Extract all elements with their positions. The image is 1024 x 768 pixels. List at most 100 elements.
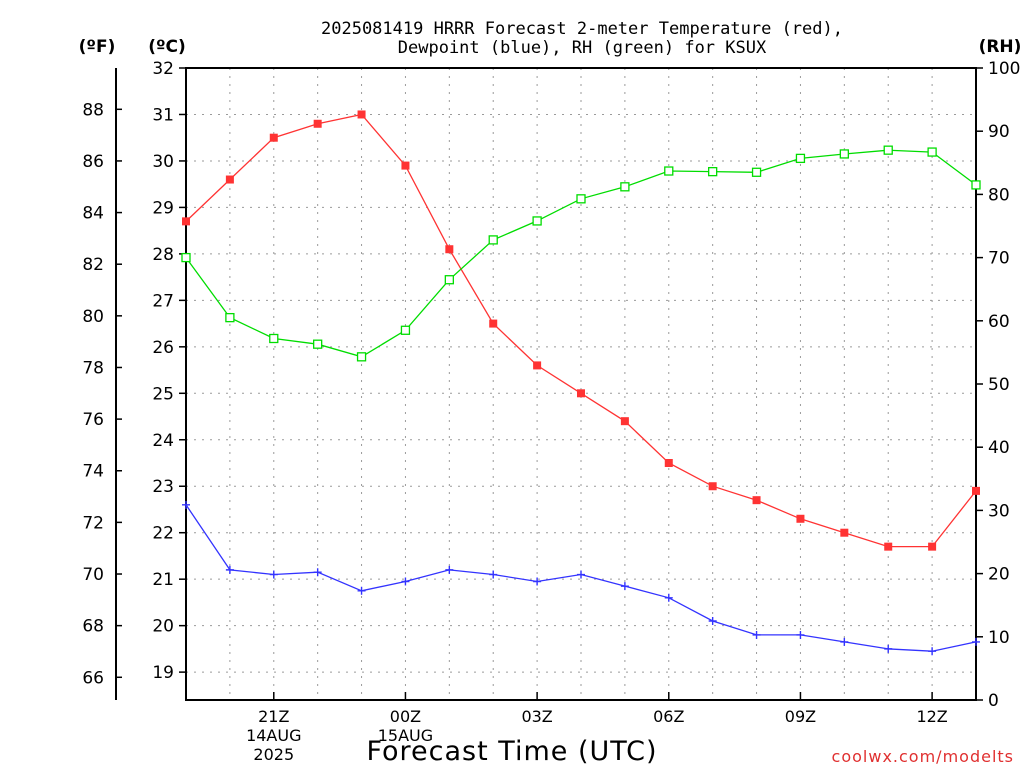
data-point: [752, 630, 761, 639]
x-axis-label: Forecast Time (UTC): [366, 736, 657, 767]
fahrenheit-tick-label: 80: [82, 307, 104, 327]
data-point: [708, 482, 717, 491]
data-point: [313, 119, 322, 128]
data-point: [972, 637, 980, 646]
data-point: [576, 194, 586, 204]
celsius-axis-unit: (ºC): [148, 37, 186, 57]
data-point: [489, 319, 498, 328]
fahrenheit-axis-unit: (ºF): [79, 37, 116, 57]
celsius-tick-label: 30: [152, 152, 174, 172]
data-point: [445, 245, 454, 254]
fahrenheit-tick-label: 78: [82, 358, 104, 378]
data-point: [972, 486, 980, 495]
data-point: [357, 110, 366, 119]
data-point: [225, 565, 234, 574]
data-point: [664, 459, 673, 467]
data-point: [620, 182, 630, 192]
data-point: [928, 542, 937, 551]
series-dewpoint: [182, 500, 980, 656]
data-point: [708, 166, 718, 177]
celsius-tick-label: 26: [152, 338, 174, 358]
data-point: [313, 339, 323, 349]
rh-tick-label: 60: [988, 312, 1010, 332]
data-point: [751, 167, 762, 177]
data-point: [313, 568, 322, 577]
data-point: [269, 333, 279, 344]
x-tick-label: 00Z 15AUG: [378, 707, 433, 745]
data-point: [928, 647, 937, 656]
data-point: [182, 500, 190, 509]
x-tick-label-line: 2025: [253, 745, 294, 764]
celsius-tick-label: 21: [152, 570, 174, 590]
data-point: [181, 252, 191, 263]
data-point: [225, 175, 234, 184]
rh-tick-label: 100: [988, 59, 1020, 79]
data-point: [182, 217, 190, 226]
celsius-tick-label: 31: [152, 105, 174, 125]
rh-tick-label: 70: [988, 249, 1010, 269]
data-point: [840, 637, 849, 646]
rh-tick-label: 90: [988, 122, 1010, 142]
rh-axis-unit: (RH): [979, 37, 1022, 57]
rh-tick-label: 10: [988, 628, 1010, 648]
fahrenheit-tick-label: 66: [82, 668, 104, 688]
celsius-tick-label: 32: [152, 59, 174, 79]
data-point: [971, 180, 981, 190]
celsius-tick-label: 23: [152, 477, 174, 497]
data-point: [445, 565, 454, 574]
grid-lines: [186, 68, 976, 700]
celsius-tick-label: 24: [152, 431, 174, 451]
series-rh: [181, 145, 981, 362]
data-point: [400, 325, 411, 335]
celsius-tick-label: 19: [152, 663, 174, 683]
data-point: [840, 528, 849, 537]
data-point: [795, 153, 806, 164]
x-tick-label: 12Z: [916, 707, 947, 726]
series: [181, 110, 981, 656]
data-point: [444, 275, 454, 285]
fahrenheit-tick-label: 70: [82, 565, 104, 585]
data-point: [401, 161, 410, 170]
x-tick-label-line: 14AUG: [246, 726, 301, 745]
data-point: [356, 352, 367, 362]
data-point: [884, 644, 893, 653]
rh-tick-label: 0: [988, 691, 999, 711]
data-point: [620, 417, 629, 426]
x-tick-label-line: 00Z: [390, 707, 421, 726]
data-point: [839, 149, 849, 159]
data-point: [620, 582, 629, 591]
data-point: [533, 361, 542, 370]
rh-tick-label: 30: [988, 501, 1010, 521]
rh-tick-label: 20: [988, 565, 1010, 585]
fahrenheit-tick-label: 72: [82, 513, 104, 533]
celsius-tick-label: 28: [152, 245, 174, 265]
data-point: [401, 577, 410, 586]
celsius-tick-label: 22: [152, 524, 174, 544]
fahrenheit-tick-label: 76: [82, 410, 104, 430]
axes: 66 68 70 72 74 76 78 80 82 84 86 88 19 20 21 22 23 24 25 26…: [82, 59, 1020, 764]
data-point: [883, 145, 893, 155]
x-tick-label: 09Z: [785, 707, 816, 726]
x-tick-label-line: 12Z: [916, 707, 947, 726]
fahrenheit-tick-label: 88: [82, 100, 104, 120]
data-point: [488, 235, 498, 245]
celsius-tick-label: 25: [152, 384, 174, 404]
data-point: [489, 570, 498, 579]
celsius-tick-label: 20: [152, 617, 174, 637]
x-tick-label: 06Z: [653, 707, 684, 726]
data-point: [796, 514, 805, 523]
fahrenheit-tick-label: 68: [82, 617, 104, 637]
data-point: [884, 542, 893, 551]
rh-tick-label: 80: [988, 185, 1010, 205]
fahrenheit-tick-label: 74: [82, 462, 104, 482]
data-point: [796, 630, 805, 639]
rh-tick-label: 50: [988, 375, 1010, 395]
x-tick-label: 03Z: [521, 707, 552, 726]
rh-tick-label: 40: [988, 438, 1010, 458]
x-tick-label-line: 21Z: [258, 707, 289, 726]
data-point: [664, 593, 673, 602]
data-point: [927, 147, 937, 157]
data-point: [357, 586, 366, 595]
series-temperature: [182, 110, 980, 551]
